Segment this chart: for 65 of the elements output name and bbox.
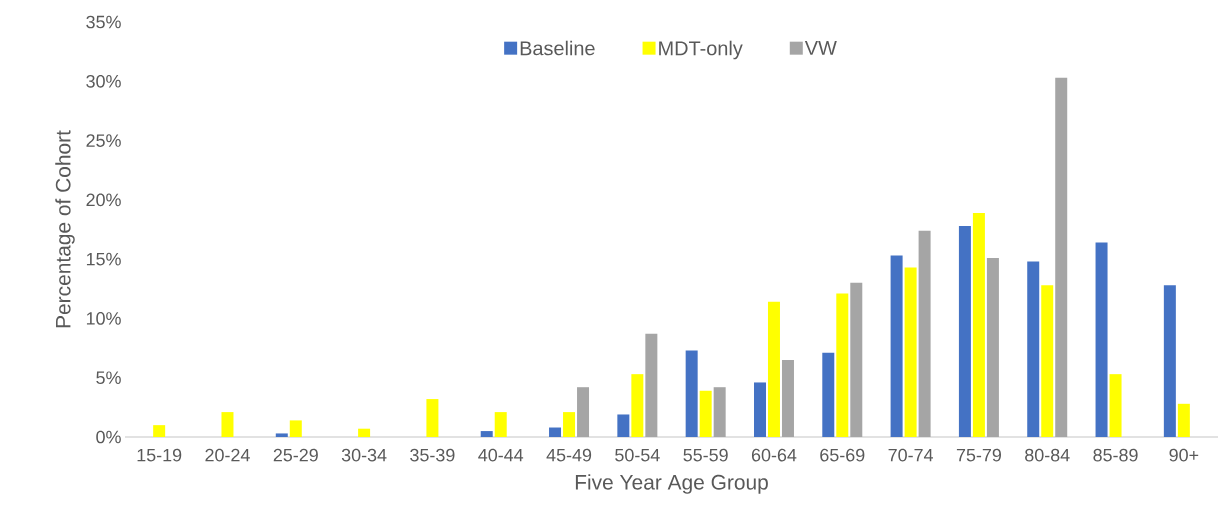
bar bbox=[494, 412, 507, 437]
bar bbox=[986, 257, 999, 437]
bar bbox=[617, 414, 630, 437]
bar bbox=[904, 267, 917, 437]
x-tick-label: 75-79 bbox=[956, 448, 1001, 462]
bar bbox=[153, 425, 166, 437]
bar bbox=[1055, 77, 1068, 437]
y-tick-label: 0% bbox=[96, 430, 121, 444]
bar bbox=[563, 412, 576, 437]
legend-label: MDT-only bbox=[659, 40, 743, 60]
bar bbox=[577, 387, 590, 437]
bar bbox=[631, 374, 644, 437]
bar bbox=[426, 399, 439, 437]
bar bbox=[289, 420, 302, 437]
bar bbox=[890, 255, 903, 437]
x-tick-label: 55-59 bbox=[683, 448, 728, 462]
y-tick-label: 20% bbox=[86, 193, 121, 207]
x-tick-label: 35-39 bbox=[410, 448, 455, 462]
bar bbox=[645, 333, 658, 437]
x-tick-label: 25-29 bbox=[273, 448, 318, 462]
x-tick-label: 30-34 bbox=[341, 448, 387, 462]
x-tick-label: 80-84 bbox=[1025, 448, 1070, 462]
y-tick-label: 15% bbox=[86, 252, 121, 266]
x-tick-label: 70-74 bbox=[888, 448, 934, 462]
x-tick-label: 85-89 bbox=[1093, 448, 1138, 462]
x-tick-label: 15-19 bbox=[137, 448, 182, 462]
bar bbox=[1027, 261, 1040, 437]
bar bbox=[549, 427, 562, 437]
bar bbox=[1177, 403, 1190, 437]
bar bbox=[221, 412, 234, 437]
x-tick-label: 50-54 bbox=[615, 448, 660, 462]
x-tick-label: 40-44 bbox=[478, 448, 524, 462]
bar bbox=[1095, 242, 1108, 437]
bar bbox=[836, 293, 849, 437]
legend-label: VW bbox=[804, 41, 837, 55]
bar bbox=[822, 352, 835, 437]
bar bbox=[753, 382, 766, 437]
y-tick-label: 5% bbox=[96, 371, 121, 385]
bar bbox=[767, 301, 780, 437]
y-tick-label: 35% bbox=[86, 15, 121, 29]
bar bbox=[685, 350, 698, 437]
bar bbox=[958, 225, 971, 437]
x-axis-title: Five Year Age Group bbox=[575, 474, 768, 494]
x-tick-label: 60-64 bbox=[751, 448, 797, 462]
legend-label: Baseline bbox=[520, 40, 595, 56]
x-tick-label: 90+ bbox=[1169, 448, 1199, 462]
bar bbox=[480, 431, 493, 437]
y-tick-label: 10% bbox=[86, 312, 121, 325]
bar bbox=[275, 433, 288, 437]
bar bbox=[918, 230, 931, 437]
x-tick-label: 65-69 bbox=[820, 448, 865, 462]
bar bbox=[713, 387, 726, 437]
bar bbox=[781, 359, 794, 437]
bar bbox=[358, 428, 371, 437]
bar bbox=[1041, 285, 1054, 437]
bar bbox=[850, 282, 863, 437]
x-tick-label: 45-49 bbox=[546, 448, 592, 462]
y-tick-label: 30% bbox=[86, 74, 121, 88]
bar bbox=[1163, 285, 1176, 437]
bar bbox=[972, 212, 985, 437]
bar bbox=[699, 390, 712, 437]
y-tick-label: 25% bbox=[86, 134, 121, 147]
x-tick-label: 20-24 bbox=[205, 448, 250, 462]
bar bbox=[1109, 374, 1122, 437]
y-axis-title: Percentage of Cohort bbox=[55, 130, 75, 328]
